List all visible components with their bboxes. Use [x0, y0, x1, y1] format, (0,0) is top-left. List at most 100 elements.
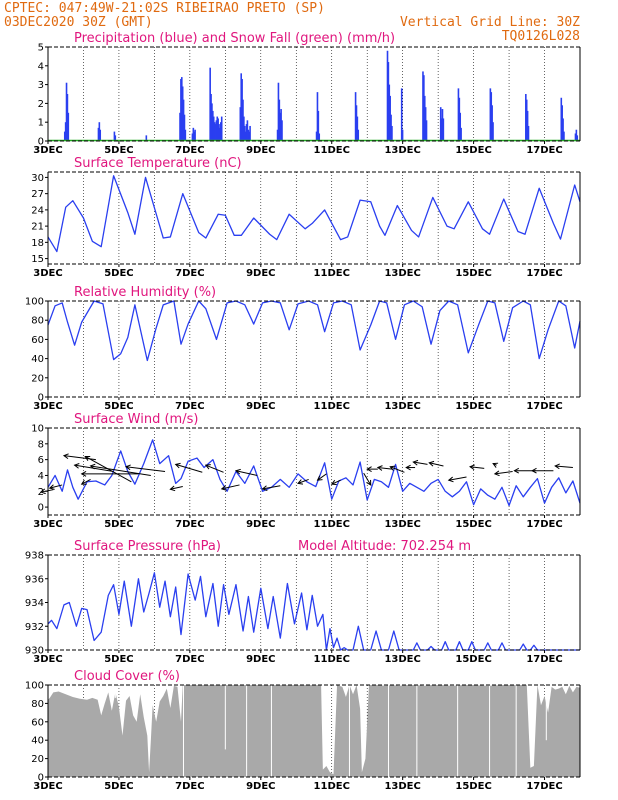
precip-bar	[388, 84, 391, 141]
precip-bar	[67, 112, 70, 141]
wind-vector	[297, 478, 309, 484]
x-tick-label: 7DEC	[175, 519, 204, 530]
precip-bar	[65, 82, 68, 141]
precip-bar	[239, 107, 242, 141]
x-tick-label: 5DEC	[104, 268, 133, 279]
x-tick-label: 11DEC	[314, 401, 350, 412]
x-tick-label: 3DEC	[33, 145, 62, 156]
panel-title: Precipitation (blue) and Snow Fall (gree…	[74, 31, 395, 46]
precip-bar	[354, 92, 357, 141]
wind-arrowhead	[234, 468, 241, 475]
x-tick-label: 11DEC	[314, 145, 350, 156]
precip-bar	[490, 92, 493, 141]
wind-arrowhead	[48, 484, 55, 490]
precip-bar	[525, 94, 527, 141]
panel-title: Relative Humidity (%)	[74, 285, 216, 300]
wind-vector	[125, 466, 166, 472]
precip-bar	[210, 94, 212, 141]
x-tick-label: 17DEC	[526, 654, 562, 665]
precip-bar	[243, 116, 245, 141]
header-grid-line: Vertical Grid Line: 30Z	[400, 15, 580, 30]
precip-bar	[457, 88, 460, 141]
wind-vector	[63, 455, 96, 461]
x-tick-label: 13DEC	[384, 781, 420, 792]
precip-bar	[459, 112, 462, 141]
wind-vector	[448, 476, 467, 481]
precip-bar	[220, 116, 223, 141]
y-tick-label: 1	[38, 118, 44, 129]
y-tick-label: 40	[31, 354, 44, 365]
y-tick-label: 24	[31, 205, 44, 216]
wind-arrowhead	[366, 466, 372, 472]
x-tick-label: 15DEC	[455, 781, 491, 792]
wind-vector	[363, 472, 372, 486]
y-tick-label: 27	[31, 189, 44, 200]
precip-bar	[248, 131, 250, 141]
precip-bar	[460, 127, 462, 141]
y-tick-label: 934	[25, 598, 44, 609]
panel-5: 0 20 40 60 80 100 3DEC 5DEC 7DEC 9DEC 11DEC 13DEC 15…	[25, 669, 581, 792]
series-line	[47, 572, 580, 651]
y-tick-label: 20	[31, 754, 44, 765]
x-tick-label: 13DEC	[384, 145, 420, 156]
series-line	[47, 175, 581, 253]
wind-arrowhead	[492, 462, 499, 468]
y-tick-label: 5	[38, 43, 44, 54]
x-tick-label: 17DEC	[526, 401, 562, 412]
precip-bar	[276, 129, 279, 141]
wind-arrowhead	[80, 479, 87, 485]
y-tick-label: 20	[31, 373, 44, 384]
precip-bar	[317, 110, 320, 141]
y-tick-label: 930	[25, 646, 44, 657]
y-tick-label: 60	[31, 717, 44, 728]
precip-bar	[563, 131, 565, 141]
precip-bar	[279, 112, 282, 141]
y-tick-label: 10	[31, 424, 44, 435]
precip-bar	[181, 86, 184, 141]
y-tick-label: 0	[38, 393, 44, 404]
panel-0: 0 1 2 3 4 5 3DEC 5DEC 7DEC 9DEC 11DEC 13DEC 15DEC 17D…	[33, 31, 581, 156]
y-tick-label: 80	[31, 699, 44, 710]
x-tick-label: 7DEC	[175, 268, 204, 279]
precip-bar	[526, 110, 529, 141]
wind-arrowhead	[204, 464, 211, 470]
wind-arrowhead	[89, 463, 96, 470]
precip-bar	[249, 125, 251, 141]
wind-arrowhead	[39, 488, 46, 495]
x-tick-label: 7DEC	[175, 145, 204, 156]
x-tick-label: 5DEC	[104, 519, 133, 530]
precip-bar	[561, 105, 563, 141]
wind-arrowhead	[316, 475, 323, 481]
precip-bar	[281, 120, 283, 141]
wind-arrowhead	[493, 470, 500, 477]
x-tick-label: 9DEC	[246, 268, 275, 279]
wind-vector	[175, 463, 203, 473]
wind-vector	[262, 485, 281, 490]
precip-bar	[560, 97, 563, 141]
precip-bar	[387, 62, 390, 141]
x-tick-label: 13DEC	[384, 401, 420, 412]
precip-bar	[214, 124, 217, 141]
y-tick-label: 938	[25, 551, 44, 562]
x-tick-label: 13DEC	[384, 519, 420, 530]
panels-group: 0 1 2 3 4 5 3DEC 5DEC 7DEC 9DEC 11DEC 13DEC 15DEC 17D…	[25, 31, 581, 792]
x-tick-label: 17DEC	[526, 268, 562, 279]
precip-bar	[217, 118, 219, 141]
precip-bar	[220, 122, 222, 141]
wind-arrowhead	[513, 467, 520, 474]
y-tick-label: 100	[25, 297, 44, 308]
precip-bar	[527, 125, 530, 141]
x-tick-label: 11DEC	[314, 654, 350, 665]
precip-bar	[184, 129, 187, 141]
precip-bar	[114, 135, 117, 141]
cloud-cover-area	[48, 685, 580, 777]
precip-bar	[442, 118, 445, 141]
x-tick-label: 3DEC	[33, 268, 62, 279]
wind-vector	[221, 484, 240, 490]
panel-3: 0 2 4 6 8 10 3DEC 5DEC 7DEC 9DEC 11DEC 13DEC 15DEC 17…	[31, 412, 581, 530]
wind-vector	[81, 478, 91, 485]
wind-arrowhead	[405, 464, 411, 471]
x-tick-label: 17DEC	[526, 519, 562, 530]
wind-arrowhead	[531, 467, 537, 474]
x-tick-label: 11DEC	[314, 781, 350, 792]
